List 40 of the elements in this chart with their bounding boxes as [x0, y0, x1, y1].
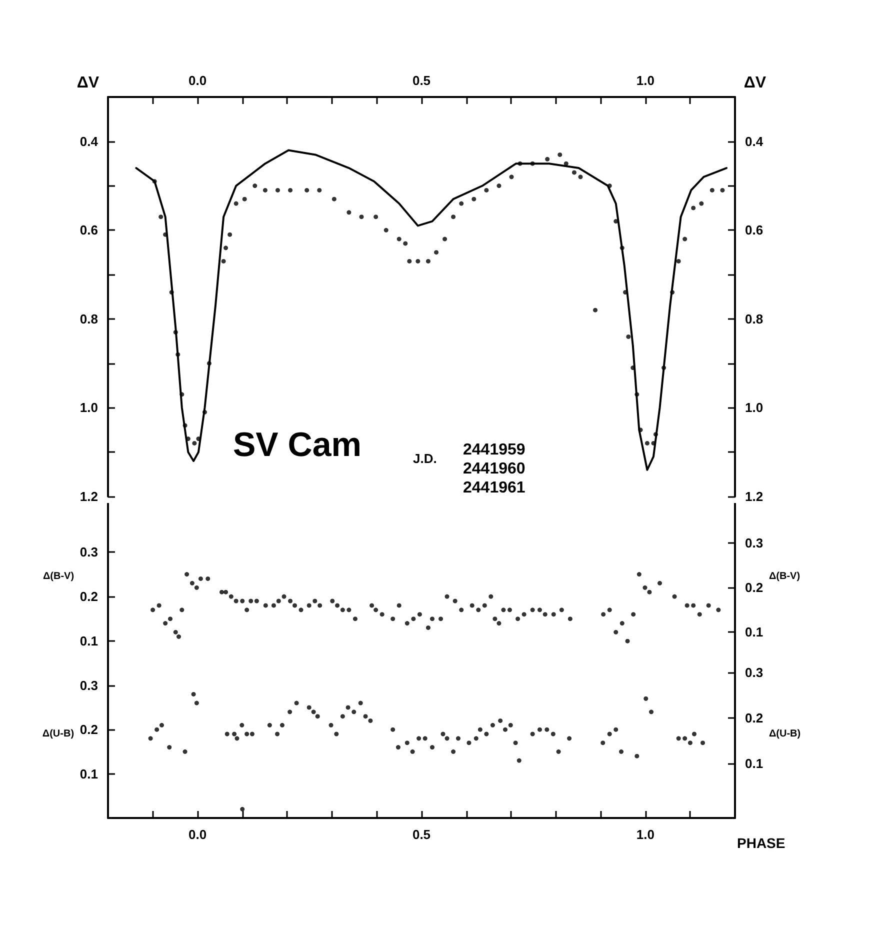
- y2-tick-label: 1.0: [745, 400, 764, 416]
- y-tick-label: 0.2: [80, 722, 98, 738]
- annotation: SV Cam: [233, 426, 362, 464]
- x-tick-label: 1.0: [636, 827, 654, 842]
- y-tick-label: 0.8: [80, 311, 98, 326]
- y-tick-label: 1.0: [80, 400, 98, 416]
- y2-axis-title: Δ(B-V): [768, 571, 800, 582]
- y2-axis-title: Δ(U-B): [768, 728, 801, 740]
- y2-tick-label: 0.8: [745, 311, 764, 326]
- annotation: J.D.: [413, 451, 437, 466]
- y-tick-label: 0.2: [80, 589, 98, 604]
- y-tick-label: 1.2: [80, 489, 98, 504]
- y2-tick-label: 0.4: [745, 134, 764, 149]
- y2-tick-label: 0.1: [745, 624, 764, 640]
- y-tick-label: 0.1: [80, 766, 98, 782]
- y2-tick-label: 0.3: [745, 536, 764, 551]
- y2-axis-title: ΔV: [744, 74, 766, 92]
- y-axis-title: Δ(B-V): [42, 571, 74, 582]
- y-axis-title: ΔV: [76, 74, 100, 92]
- y2-tick-label: 0.2: [745, 580, 764, 596]
- y-tick-label: 0.1: [80, 634, 98, 649]
- x2-tick-label: 1.0: [636, 73, 654, 88]
- y-tick-label: 0.3: [80, 544, 98, 560]
- y-tick-label: 0.6: [80, 222, 98, 238]
- y2-tick-label: 1.2: [745, 489, 764, 504]
- annotation: 2441960: [463, 460, 526, 478]
- y2-tick-label: 0.3: [745, 665, 764, 680]
- x-tick-label: 0.0: [188, 827, 207, 842]
- annotation: 2441959: [463, 442, 526, 458]
- y2-tick-label: 0.1: [745, 756, 764, 772]
- y-tick-label: 0.4: [80, 134, 99, 149]
- y-tick-label: 0.3: [80, 678, 98, 693]
- annotation: 2441961: [463, 480, 526, 496]
- x2-tick-label: 0.5: [412, 73, 431, 88]
- y2-tick-label: 0.6: [745, 222, 764, 238]
- x2-tick-label: 0.0: [188, 73, 207, 88]
- y2-tick-label: 0.2: [745, 710, 764, 726]
- x-tick-label: 0.5: [412, 827, 431, 842]
- y-axis-title: Δ(U-B): [42, 728, 74, 740]
- x-axis-title: PHASE: [737, 835, 786, 851]
